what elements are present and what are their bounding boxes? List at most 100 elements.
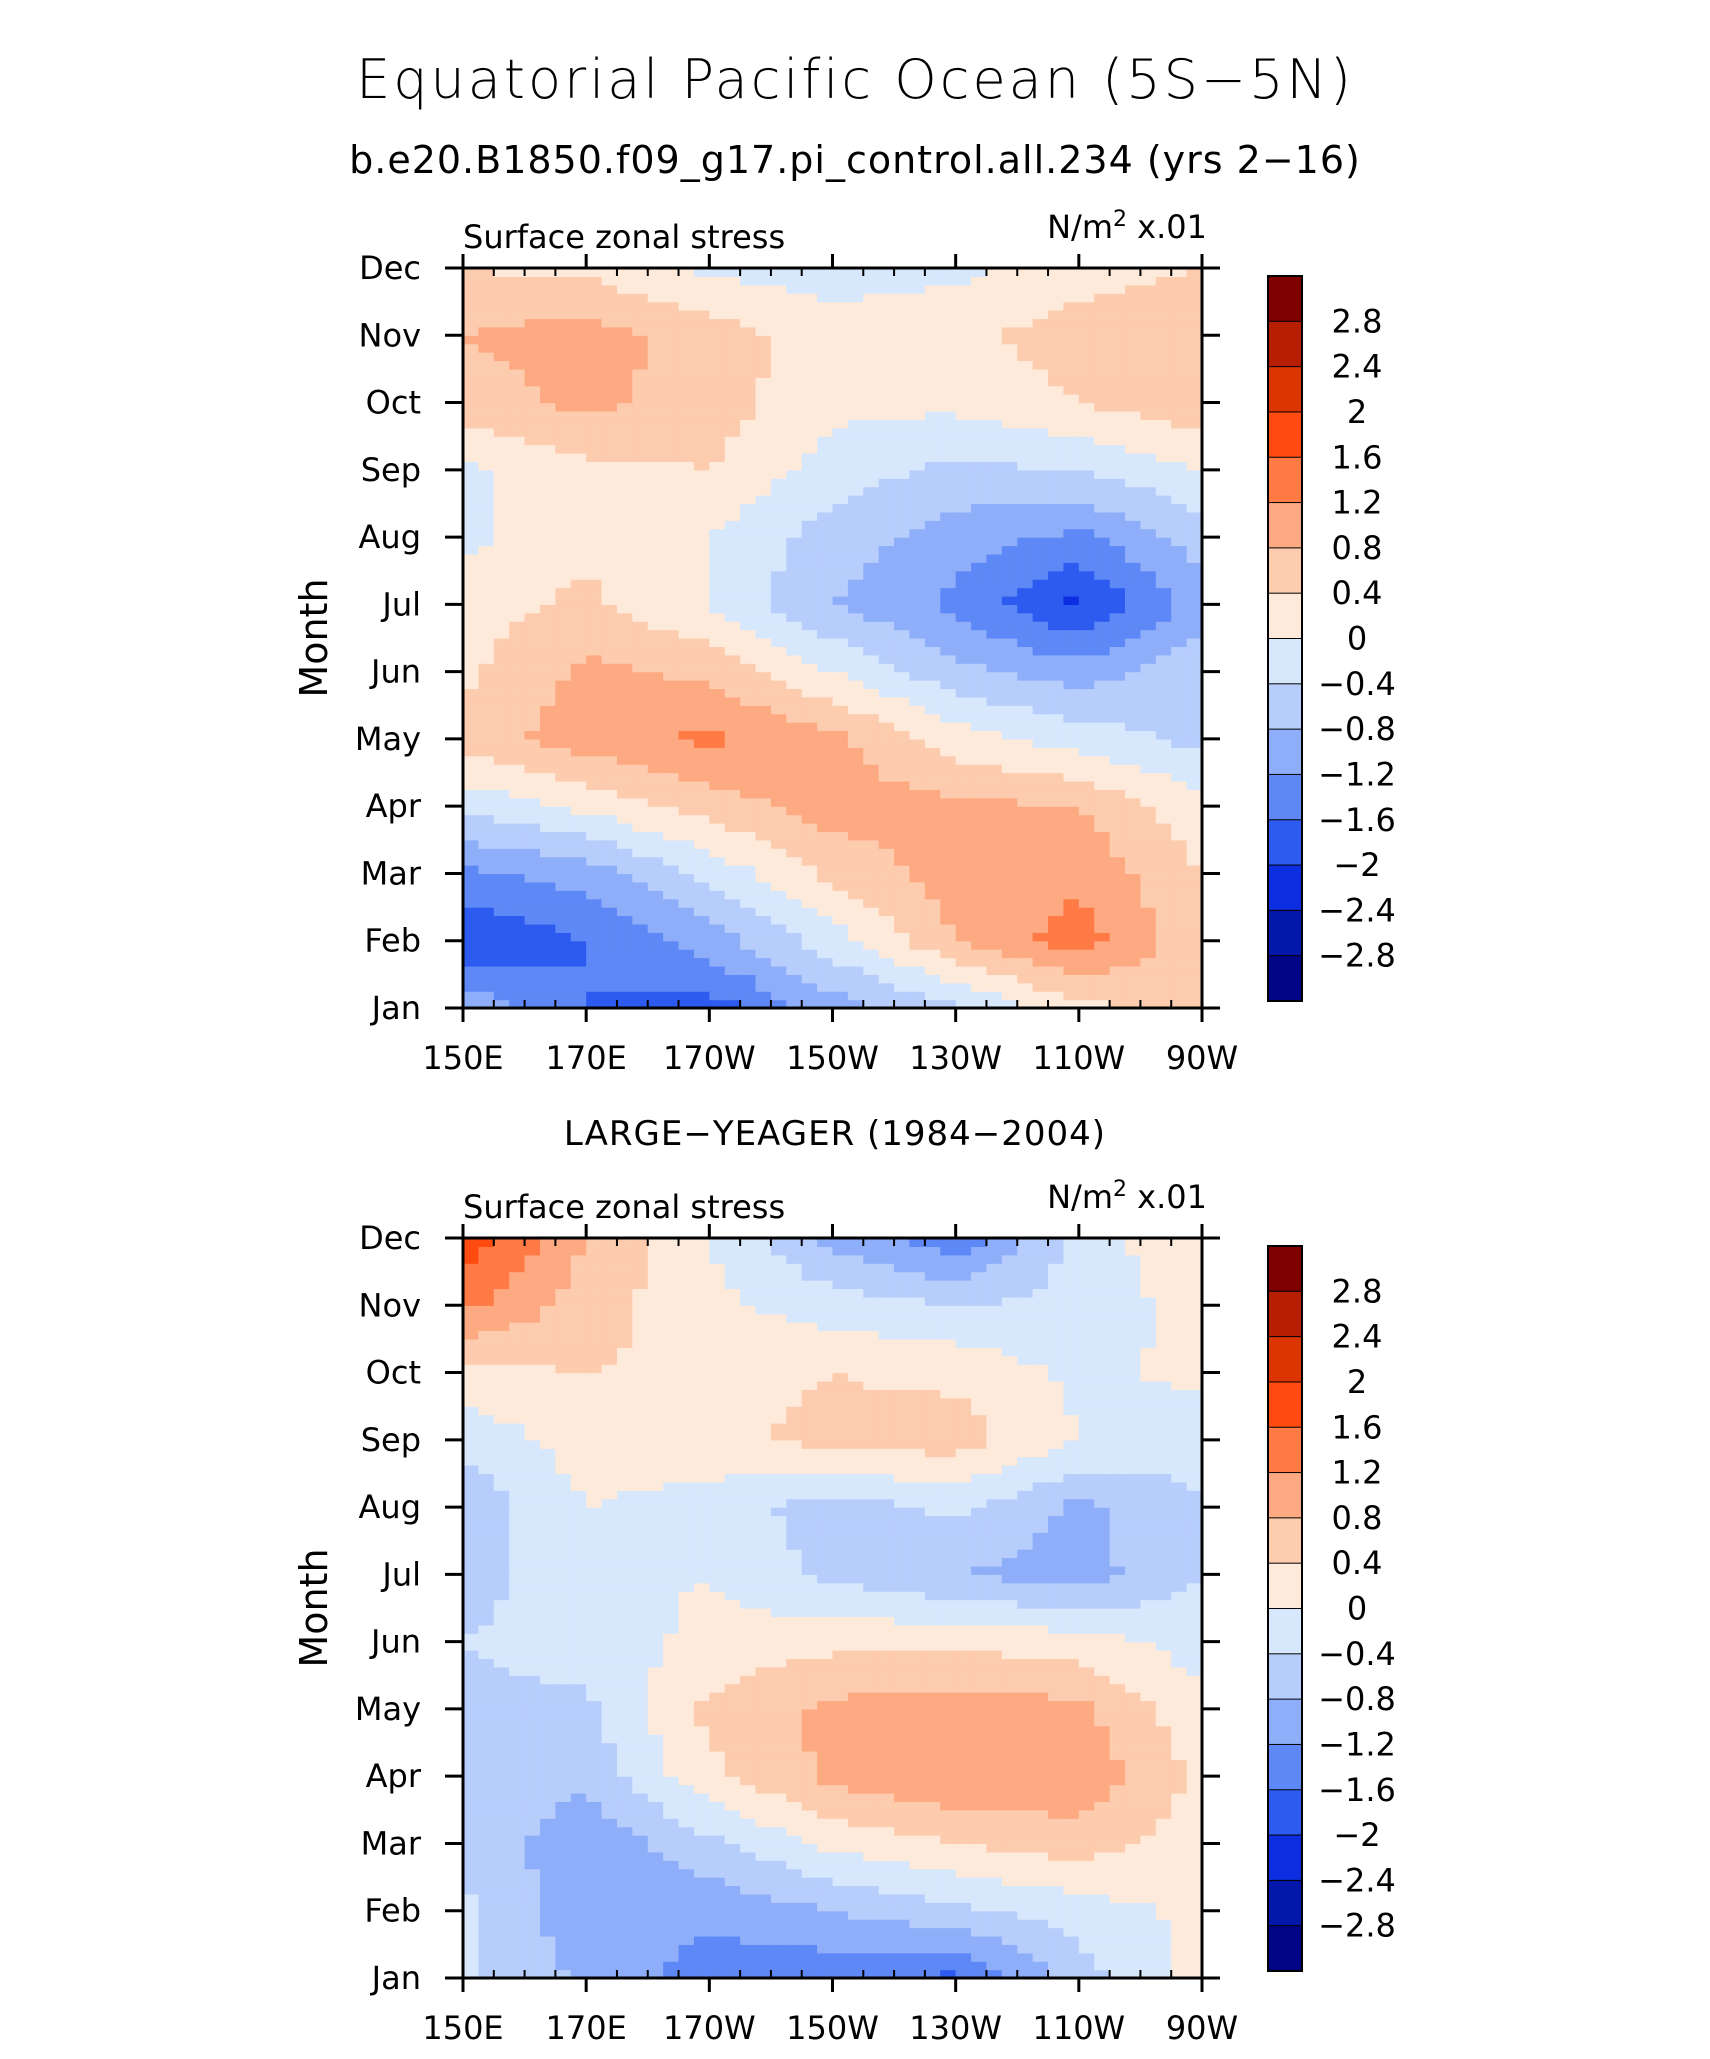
heatmap-cell [1094,612,1111,622]
heatmap-cell [971,898,988,908]
heatmap-cell [955,680,972,690]
heatmap-cell [555,654,572,664]
heatmap-cell [940,654,957,664]
heatmap-cell [894,394,911,404]
colorbar-label: −0.8 [1318,710,1396,748]
heatmap-cell [693,646,710,656]
heatmap-cell [539,856,556,866]
heatmap-cell [817,991,834,1001]
heatmap-cell [1140,671,1157,681]
heatmap-cell [786,368,803,378]
heatmap-cell [1032,268,1049,278]
heatmap-cell [539,511,556,521]
heatmap-cell [601,318,618,328]
heatmap-cell [878,276,895,286]
heatmap-cell [863,1910,880,1920]
heatmap-cell [709,402,726,412]
heatmap-cell [863,360,880,370]
colorbar: 2.82.421.61.20.80.40−0.4−0.8−1.2−1.6−2−2… [1267,275,1396,1003]
heatmap-cell [1125,612,1142,622]
heatmap-cell [1063,604,1080,614]
heatmap-cell [663,553,680,563]
heatmap-cell [878,469,895,479]
heatmap-cell [755,377,772,387]
heatmap-cell [524,991,541,1001]
heatmap-cell [817,612,834,622]
heatmap-cell [755,923,772,933]
heatmap-cell [678,865,695,875]
heatmap-cell [493,705,510,715]
heatmap-cell [971,503,988,513]
heatmap-cell [971,722,988,732]
heatmap-cell [894,419,911,429]
heatmap-cell [1048,671,1065,681]
heatmap-cell [493,974,510,984]
heatmap-cell [524,570,541,580]
heatmap-cell [832,360,849,370]
heatmap-cell [847,410,864,420]
heatmap-cell [786,881,803,891]
heatmap-cell [847,688,864,698]
heatmap-cell [801,907,818,917]
heatmap-cell [770,1902,787,1912]
heatmap-cell [1171,427,1188,437]
heatmap-cell [539,419,556,429]
heatmap-cell [786,419,803,429]
heatmap-cell [894,444,911,454]
heatmap-cell [1155,461,1172,471]
heatmap-cell [786,293,803,303]
heatmap-cell [832,654,849,664]
heatmap-cell [940,680,957,690]
units-label: N/m2 x.01 [1047,207,1207,246]
heatmap-cell [801,444,818,454]
heatmap-cell [1078,797,1095,807]
heatmap-cell [1125,360,1142,370]
heatmap-cell [693,453,710,463]
heatmap-cell [924,301,941,311]
heatmap-cell [1094,671,1111,681]
heatmap-cell [1171,629,1188,639]
heatmap-cell [586,780,603,790]
heatmap-cell [847,823,864,833]
heatmap-cell [755,646,772,656]
heatmap-cell [463,881,479,891]
heatmap-cell [586,1919,603,1929]
heatmap-cell [1186,755,1203,765]
heatmap-cell [1094,680,1111,690]
heatmap-cell [817,570,834,580]
colorbar-swatch [1267,592,1303,640]
heatmap-cell [586,301,603,311]
heatmap-cell [478,823,495,833]
heatmap-cell [709,360,726,370]
heatmap-cell [801,797,818,807]
heatmap-cell [1171,276,1188,286]
units-scale: x.01 [1127,208,1207,246]
heatmap-cell [1048,974,1065,984]
heatmap-cell [1125,865,1142,875]
heatmap-cell [986,696,1003,706]
heatmap-cell [663,562,680,572]
heatmap-cell [463,1927,479,1937]
heatmap-cell [616,646,633,656]
heatmap-cell [971,957,988,967]
heatmap-cell [493,469,510,479]
heatmap-cell [770,301,787,311]
heatmap-cell [616,949,633,959]
heatmap-cell [1048,419,1065,429]
heatmap-cell [601,343,618,353]
heatmap-cell [1109,503,1126,513]
heatmap-cell [1125,890,1142,900]
heatmap-cell [1140,923,1157,933]
heatmap-cell [616,436,633,446]
heatmap-cell [1171,940,1188,950]
heatmap-cell [1017,940,1034,950]
heatmap-cell [586,865,603,875]
heatmap-cell [847,663,864,673]
heatmap-cell [1171,1952,1188,1962]
heatmap-cell [1032,865,1049,875]
heatmap-cell [1001,368,1018,378]
heatmap-cell [1155,890,1172,900]
heatmap-cell [1109,915,1126,925]
heatmap-cell [1063,579,1080,589]
heatmap-cell [863,537,880,547]
